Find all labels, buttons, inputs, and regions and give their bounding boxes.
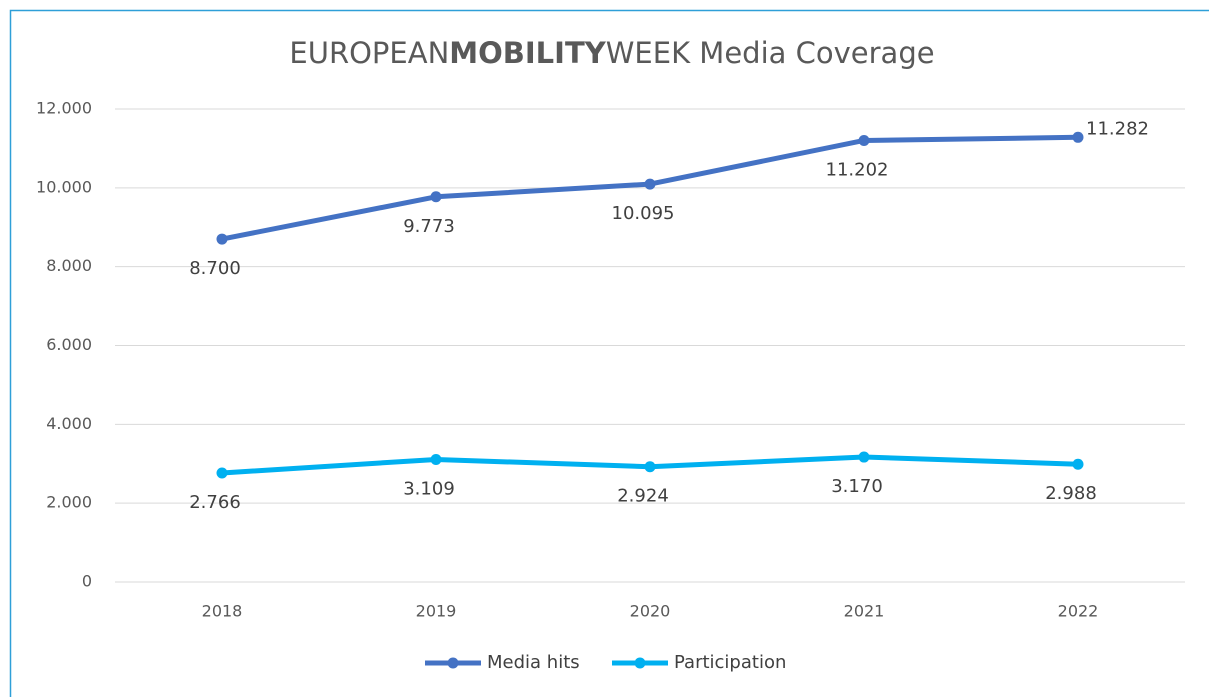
point [858,451,870,463]
y-tick-label: 4.000 [46,414,92,433]
y-tick-label: 2.000 [46,493,92,512]
point [858,134,870,146]
legend-label: Media hits [487,652,580,673]
x-tick-label: 2019 [416,602,457,621]
y-tick-label: 0 [82,572,92,591]
data-label: 3.170 [831,476,883,497]
y-tick-label: 6.000 [46,335,92,354]
chart-title: EUROPEANMOBILITYWEEK Media Coverage [289,36,934,70]
data-label: 11.282 [1086,118,1149,139]
y-tick-label: 12.000 [36,99,92,118]
x-tick-label: 2018 [202,602,243,621]
point [644,461,656,473]
legend-marker [634,657,646,669]
x-tick-label: 2022 [1058,602,1099,621]
point [430,453,442,465]
title-part: EUROPEAN [289,36,449,70]
data-label: 3.109 [403,478,455,499]
legend-marker [447,657,459,669]
point [1072,458,1084,470]
point [644,178,656,190]
x-tick-label: 2020 [630,602,671,621]
data-label: 8.700 [189,258,241,279]
y-tick-label: 8.000 [46,256,92,275]
frame [9,9,1209,697]
data-label: 2.924 [617,486,669,507]
x-tick-label: 2021 [844,602,885,621]
data-label: 9.773 [403,216,455,237]
point [216,233,228,245]
data-label: 2.766 [189,492,241,513]
point [216,467,228,479]
y-tick-label: 10.000 [36,177,92,196]
data-label: 2.988 [1045,483,1097,504]
title-part: MOBILITY [449,36,606,70]
point [430,191,442,203]
title-part: WEEK Media Coverage [606,36,935,70]
data-label: 10.095 [612,203,675,224]
legend-label: Participation [674,652,786,673]
point [1072,131,1084,143]
data-label: 11.202 [826,159,889,180]
